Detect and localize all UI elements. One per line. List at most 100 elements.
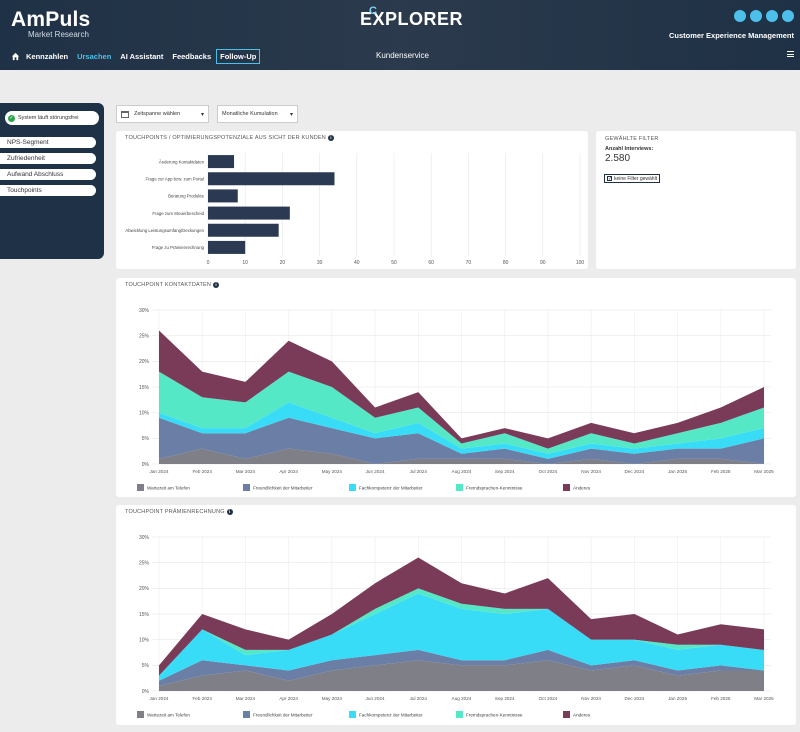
x-tick-label: Aug 2024 [452,696,472,701]
y-tick-label: 10% [139,410,150,416]
legend-label: Wartezeit am Telefon [147,486,190,491]
brand-logo[interactable]: AmPuls Market Research [11,8,90,39]
legend-swatch [563,711,570,718]
x-tick-label: May 2024 [322,696,343,701]
settings-icon[interactable] [750,10,762,22]
series-area [159,371,764,454]
cx-label: Customer Experience Management [668,31,794,40]
info-icon[interactable]: i [327,135,334,141]
x-tick-label: Mar 2024 [236,469,256,474]
x-tick-label: 40 [354,260,360,266]
x-tick-label: Jan 2025 [668,469,687,474]
logout-icon[interactable] [782,10,794,22]
nav-ursachen[interactable]: Ursachen [77,52,112,61]
kontaktdaten-title: TOUCHPOINT KONTAKTDATEN [125,282,212,288]
x-tick-label: May 2024 [322,469,343,474]
interviews-value: 2.580 [605,153,631,164]
legend-swatch [243,484,250,491]
series-area [159,402,764,459]
nav-ai-assistant[interactable]: AI Assistant [120,52,164,61]
y-tick-label: Abwicklung Leistungsumfang/Deckungen [125,228,204,233]
info-icon[interactable]: i [226,509,233,515]
x-tick-label: Jun 2024 [366,696,385,701]
calendar-icon [121,110,129,118]
x-tick-label: Oct 2024 [539,469,558,474]
user-icon[interactable] [734,10,746,22]
hamburger-menu-icon[interactable] [787,51,794,57]
explorer-logo: C EXPLORER [360,5,464,30]
x-tick-label: Dec 2024 [625,696,645,701]
nav-feedbacks[interactable]: Feedbacks [172,52,212,61]
legend-swatch [456,711,463,718]
y-tick-label: 15% [139,385,150,391]
logo-c: C [369,5,378,17]
bar [208,189,238,203]
series-area [159,660,764,691]
date-range-picker[interactable]: Zeitspanne wählen ▾ [116,105,209,123]
chart-title: TOUCHPOINT PRÄMIENRECHNUNG i [125,509,233,515]
y-tick-label: 0% [142,689,150,695]
legend-swatch [563,484,570,491]
x-tick-label: Nov 2024 [581,696,601,701]
series-area [159,330,764,449]
info-icon[interactable]: i [213,282,220,288]
legend-label: Fremdsprachen-Kenntnisse [466,486,523,491]
bar [208,206,290,220]
nav-follow-up[interactable]: Follow-Up [216,49,261,64]
series-area [159,588,764,676]
x-tick-label: Feb 2025 [711,696,731,701]
y-tick-label: Beratung Produkte [168,194,204,199]
x-tick-label: Feb 2025 [711,469,731,474]
series-area [159,417,764,464]
logo-text: EXPLORER [360,9,464,29]
x-tick-label: Sep 2024 [495,696,515,701]
x-tick-label: 30 [317,260,323,266]
system-status-text: System läuft störungsfrei [18,115,79,121]
legend-swatch [456,484,463,491]
date-range-label: Zeitspanne wählen [134,111,181,117]
x-tick-label: 100 [576,260,585,266]
y-tick-label: 25% [139,333,150,339]
aggregation-select[interactable]: Monatliche Kumulation ▾ [217,105,298,123]
sidebar-item-zufriedenheit[interactable]: Zufriedenheit [0,153,96,164]
legend-swatch [137,711,144,718]
chart-title: TOUCHPOINT KONTAKTDATEN i [125,282,220,288]
y-tick-label: Änderung Kontaktdaten [159,159,205,164]
sidebar-item-aufwand-abschluss[interactable]: Aufwand Abschluss [0,169,96,180]
chart-title: TOUCHPOINTS / OPTIMIERUNGSPOTENZIALE AUS… [125,135,334,141]
legend-label: Freundlichkeit der Mitarbeiter [253,713,313,718]
x-tick-label: 70 [466,260,472,266]
y-tick-label: 0% [142,462,150,468]
kontaktdaten-card: TOUCHPOINT KONTAKTDATEN i 0% 5% 10% 15% 20% 2… [116,278,796,497]
y-tick-label: 25% [139,560,150,566]
y-tick-label: 30% [139,308,150,314]
legend-label: Anderes [573,713,591,718]
nav-kennzahlen[interactable]: Kennzahlen [26,52,69,61]
y-tick-label: 30% [139,535,150,541]
notifications-icon[interactable] [766,10,778,22]
x-tick-label: Jul 2024 [410,696,428,701]
checkbox-icon: ✓ [607,176,613,182]
chevron-down-icon: ▾ [289,112,293,118]
touchpoints-card: TOUCHPOINTS / OPTIMIERUNGSPOTENZIALE AUS… [116,131,588,269]
praemienrechnung-title: TOUCHPOINT PRÄMIENRECHNUNG [125,509,225,515]
x-tick-label: 20 [280,260,286,266]
y-tick-label: Frage zu Prämienrechnung [152,245,205,250]
legend-swatch [349,484,356,491]
home-icon[interactable] [11,52,20,61]
sidebar-item-nps-segment[interactable]: NPS-Segment [0,137,96,148]
y-tick-label: Frage zum Steuerbescheid [152,211,204,216]
sidebar-item-touchpoints[interactable]: Touchpoints [0,185,96,196]
interviews-label: Anzahl Interviews: [605,146,654,152]
sidebar: ✓ System läuft störungsfrei NPS-Segment … [0,103,104,259]
x-tick-label: Jan 2024 [150,696,169,701]
x-tick-label: Sep 2024 [495,469,515,474]
filter-chip[interactable]: ✓ keine Filter gewählt [604,174,661,183]
x-tick-label: Jul 2024 [410,469,428,474]
page-subtitle: Kundenservice [376,51,429,60]
x-tick-label: Apr 2024 [279,696,298,701]
brand-subtitle: Market Research [28,30,89,39]
x-tick-label: Feb 2024 [193,469,213,474]
bar [208,155,235,169]
x-tick-label: Feb 2024 [193,696,213,701]
